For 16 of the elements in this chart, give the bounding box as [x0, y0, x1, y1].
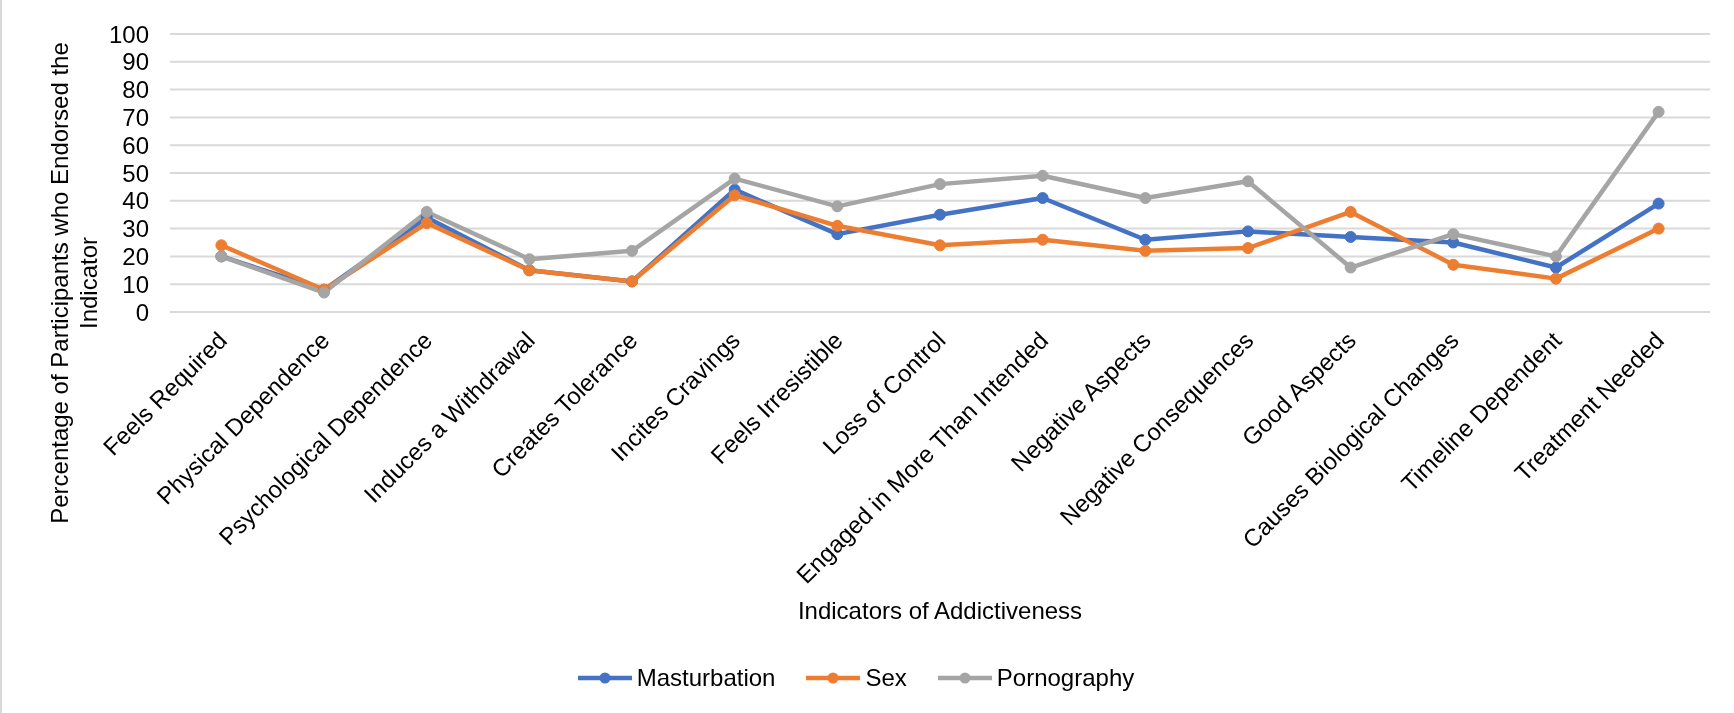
y-axis-title: Percentage of Participants who Endorsed the Indicator [46, 42, 102, 524]
y-tick-label: 60 [122, 131, 149, 159]
legend-label: Sex [865, 664, 907, 692]
y-tick-label: 90 [122, 48, 149, 76]
legend-label: Masturbation [636, 664, 776, 692]
y-tick-label: 30 [122, 215, 149, 243]
y-tick-label: 40 [122, 187, 149, 215]
y-tick-label: 20 [122, 242, 149, 270]
y-tick-label: 0 [135, 298, 149, 326]
y-tick-label: 50 [122, 159, 149, 187]
x-axis-title: Indicators of Addictiveness [797, 597, 1083, 625]
legend-label: Pornography [996, 664, 1135, 692]
y-tick-label: 80 [122, 76, 149, 104]
y-tick-label: 70 [122, 103, 149, 131]
y-tick-label: 100 [108, 20, 149, 48]
y-tick-label: 10 [122, 270, 149, 298]
